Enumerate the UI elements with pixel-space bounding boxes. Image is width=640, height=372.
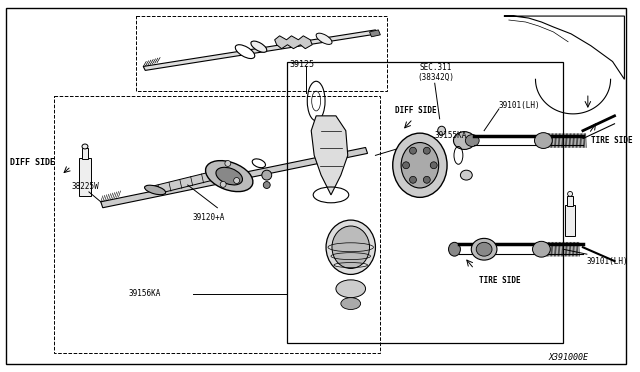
Ellipse shape	[403, 162, 410, 169]
Ellipse shape	[216, 167, 243, 185]
Text: 39101(LH): 39101(LH)	[499, 101, 541, 110]
Polygon shape	[275, 36, 312, 49]
Ellipse shape	[568, 192, 573, 196]
Ellipse shape	[449, 242, 460, 256]
Text: (38342Q): (38342Q)	[417, 73, 454, 82]
Ellipse shape	[410, 147, 417, 154]
Bar	[565, 205, 575, 236]
Text: SEC.311: SEC.311	[420, 64, 452, 73]
Ellipse shape	[82, 144, 88, 149]
Bar	[287, 61, 563, 343]
Ellipse shape	[262, 170, 272, 180]
Ellipse shape	[476, 242, 492, 256]
Ellipse shape	[341, 298, 360, 310]
Ellipse shape	[410, 176, 417, 183]
Polygon shape	[311, 116, 348, 195]
Ellipse shape	[460, 170, 472, 180]
Text: DIFF SIDE: DIFF SIDE	[10, 158, 55, 167]
Ellipse shape	[532, 241, 550, 257]
Ellipse shape	[234, 177, 239, 183]
Bar	[79, 158, 91, 196]
Ellipse shape	[430, 162, 437, 169]
Ellipse shape	[220, 182, 226, 187]
Text: 39101(LH): 39101(LH)	[587, 257, 628, 266]
Ellipse shape	[205, 161, 253, 192]
Ellipse shape	[454, 132, 476, 150]
Text: DIFF SIDE: DIFF SIDE	[395, 106, 437, 115]
Text: X391000E: X391000E	[548, 353, 588, 362]
Text: 39120+A: 39120+A	[193, 213, 225, 222]
Polygon shape	[153, 170, 221, 194]
Text: TIRE SIDE: TIRE SIDE	[479, 276, 521, 285]
Ellipse shape	[471, 238, 497, 260]
Polygon shape	[143, 30, 378, 70]
Ellipse shape	[326, 220, 376, 275]
Ellipse shape	[225, 160, 231, 166]
Bar	[567, 196, 573, 206]
Ellipse shape	[423, 176, 430, 183]
Ellipse shape	[423, 147, 430, 154]
Ellipse shape	[236, 45, 255, 58]
Text: 39125: 39125	[289, 60, 314, 68]
Ellipse shape	[534, 133, 552, 148]
Text: 38225W: 38225W	[71, 182, 99, 191]
Ellipse shape	[393, 133, 447, 198]
Ellipse shape	[332, 226, 369, 269]
Ellipse shape	[465, 135, 479, 147]
Polygon shape	[369, 30, 380, 37]
Polygon shape	[100, 147, 367, 208]
Text: 39155KA: 39155KA	[435, 131, 467, 140]
Bar	[82, 148, 88, 159]
Ellipse shape	[145, 185, 166, 195]
Ellipse shape	[336, 280, 365, 298]
Text: 39156KA: 39156KA	[129, 289, 161, 298]
Ellipse shape	[263, 182, 270, 189]
Ellipse shape	[316, 33, 332, 44]
Ellipse shape	[251, 41, 267, 52]
Ellipse shape	[438, 126, 445, 135]
Text: TIRE SIDE: TIRE SIDE	[591, 136, 632, 145]
Ellipse shape	[401, 142, 438, 188]
